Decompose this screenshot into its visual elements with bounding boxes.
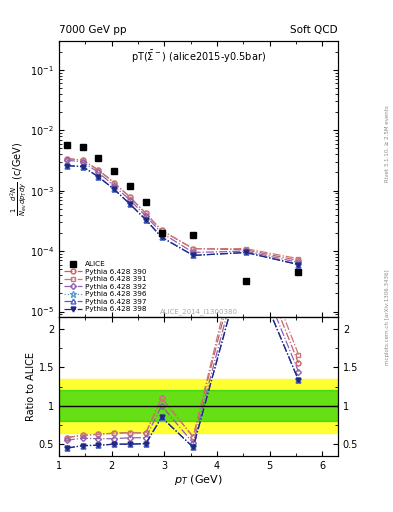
- Pythia 6.428 397: [296, 262, 301, 268]
- Line: Pythia 6.428 390: Pythia 6.428 390: [64, 156, 301, 263]
- Pythia 6.428 392: [80, 159, 85, 165]
- X-axis label: $p_T$ (GeV): $p_T$ (GeV): [174, 473, 223, 487]
- Pythia 6.428 390: [244, 247, 248, 253]
- Pythia 6.428 398: [112, 186, 117, 193]
- Pythia 6.428 390: [191, 246, 196, 252]
- ALICE: [244, 278, 248, 284]
- Pythia 6.428 390: [296, 258, 301, 264]
- Pythia 6.428 398: [96, 174, 101, 180]
- Pythia 6.428 391: [191, 246, 196, 252]
- Pythia 6.428 390: [80, 157, 85, 163]
- Pythia 6.428 397: [191, 252, 196, 259]
- Pythia 6.428 391: [143, 210, 148, 217]
- Pythia 6.428 390: [128, 194, 132, 200]
- Pythia 6.428 392: [112, 183, 117, 189]
- Pythia 6.428 398: [143, 217, 148, 223]
- Pythia 6.428 398: [128, 201, 132, 207]
- Pythia 6.428 397: [112, 186, 117, 193]
- Pythia 6.428 396: [296, 262, 301, 268]
- Pythia 6.428 390: [96, 167, 101, 173]
- Y-axis label: Ratio to ALICE: Ratio to ALICE: [26, 352, 36, 421]
- Pythia 6.428 398: [80, 163, 85, 169]
- Pythia 6.428 398: [296, 262, 301, 268]
- Pythia 6.428 396: [96, 174, 101, 180]
- Legend: ALICE, Pythia 6.428 390, Pythia 6.428 391, Pythia 6.428 392, Pythia 6.428 396, P: ALICE, Pythia 6.428 390, Pythia 6.428 39…: [62, 260, 148, 314]
- Pythia 6.428 392: [128, 197, 132, 203]
- Bar: [59, 379, 338, 433]
- Pythia 6.428 391: [64, 156, 69, 162]
- Pythia 6.428 392: [191, 249, 196, 255]
- Pythia 6.428 396: [191, 252, 196, 259]
- Pythia 6.428 396: [128, 201, 132, 207]
- ALICE: [143, 199, 148, 205]
- Pythia 6.428 391: [159, 227, 164, 233]
- Line: Pythia 6.428 391: Pythia 6.428 391: [64, 156, 301, 261]
- Pythia 6.428 397: [128, 201, 132, 207]
- Pythia 6.428 398: [64, 162, 69, 168]
- Pythia 6.428 392: [96, 169, 101, 176]
- Pythia 6.428 396: [143, 217, 148, 223]
- ALICE: [128, 183, 132, 189]
- ALICE: [80, 144, 85, 151]
- Pythia 6.428 398: [191, 252, 196, 259]
- Pythia 6.428 398: [244, 249, 248, 255]
- Pythia 6.428 392: [159, 230, 164, 236]
- Text: pT($\bar{\Sigma}^-$) (alice2015-y0.5bar): pT($\bar{\Sigma}^-$) (alice2015-y0.5bar): [131, 49, 266, 66]
- Text: Soft QCD: Soft QCD: [290, 25, 338, 35]
- Pythia 6.428 392: [244, 248, 248, 254]
- Pythia 6.428 390: [159, 227, 164, 233]
- ALICE: [159, 230, 164, 236]
- Pythia 6.428 390: [143, 210, 148, 217]
- Pythia 6.428 392: [64, 157, 69, 163]
- Pythia 6.428 391: [128, 194, 132, 200]
- Pythia 6.428 390: [64, 156, 69, 162]
- Line: ALICE: ALICE: [64, 141, 301, 284]
- Text: ALICE_2014_I1300380: ALICE_2014_I1300380: [160, 308, 237, 315]
- Pythia 6.428 397: [64, 162, 69, 168]
- Pythia 6.428 391: [80, 157, 85, 163]
- Line: Pythia 6.428 396: Pythia 6.428 396: [64, 162, 301, 268]
- Y-axis label: $\frac{1}{N_{ev}}\frac{d^2N}{dp_{T}dy}$ (c/GeV): $\frac{1}{N_{ev}}\frac{d^2N}{dp_{T}dy}$ …: [8, 142, 29, 217]
- Pythia 6.428 391: [244, 246, 248, 252]
- Pythia 6.428 397: [159, 234, 164, 240]
- ALICE: [96, 155, 101, 161]
- ALICE: [191, 232, 196, 238]
- ALICE: [296, 269, 301, 275]
- Pythia 6.428 397: [80, 163, 85, 169]
- Pythia 6.428 390: [112, 180, 117, 186]
- ALICE: [112, 168, 117, 174]
- Pythia 6.428 396: [64, 162, 69, 168]
- Pythia 6.428 391: [296, 255, 301, 262]
- Text: mcplots.cern.ch [arXiv:1306.3436]: mcplots.cern.ch [arXiv:1306.3436]: [385, 270, 390, 365]
- Pythia 6.428 397: [244, 249, 248, 255]
- Pythia 6.428 391: [96, 167, 101, 173]
- Pythia 6.428 396: [244, 249, 248, 255]
- Pythia 6.428 392: [143, 213, 148, 219]
- Text: 7000 GeV pp: 7000 GeV pp: [59, 25, 127, 35]
- Bar: [59, 390, 338, 421]
- Pythia 6.428 392: [296, 260, 301, 266]
- Pythia 6.428 397: [96, 174, 101, 180]
- Pythia 6.428 396: [159, 234, 164, 240]
- Pythia 6.428 391: [112, 180, 117, 186]
- Text: Rivet 3.1.10, ≥ 2.5M events: Rivet 3.1.10, ≥ 2.5M events: [385, 105, 390, 182]
- Line: Pythia 6.428 392: Pythia 6.428 392: [65, 158, 301, 265]
- Pythia 6.428 396: [80, 163, 85, 169]
- ALICE: [64, 141, 69, 147]
- Pythia 6.428 398: [159, 234, 164, 240]
- Line: Pythia 6.428 398: Pythia 6.428 398: [64, 163, 301, 267]
- Pythia 6.428 397: [143, 217, 148, 223]
- Line: Pythia 6.428 397: Pythia 6.428 397: [64, 163, 301, 267]
- Pythia 6.428 396: [112, 186, 117, 193]
